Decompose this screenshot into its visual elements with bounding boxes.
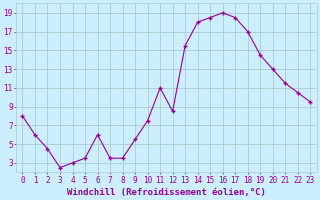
X-axis label: Windchill (Refroidissement éolien,°C): Windchill (Refroidissement éolien,°C) [67,188,266,197]
